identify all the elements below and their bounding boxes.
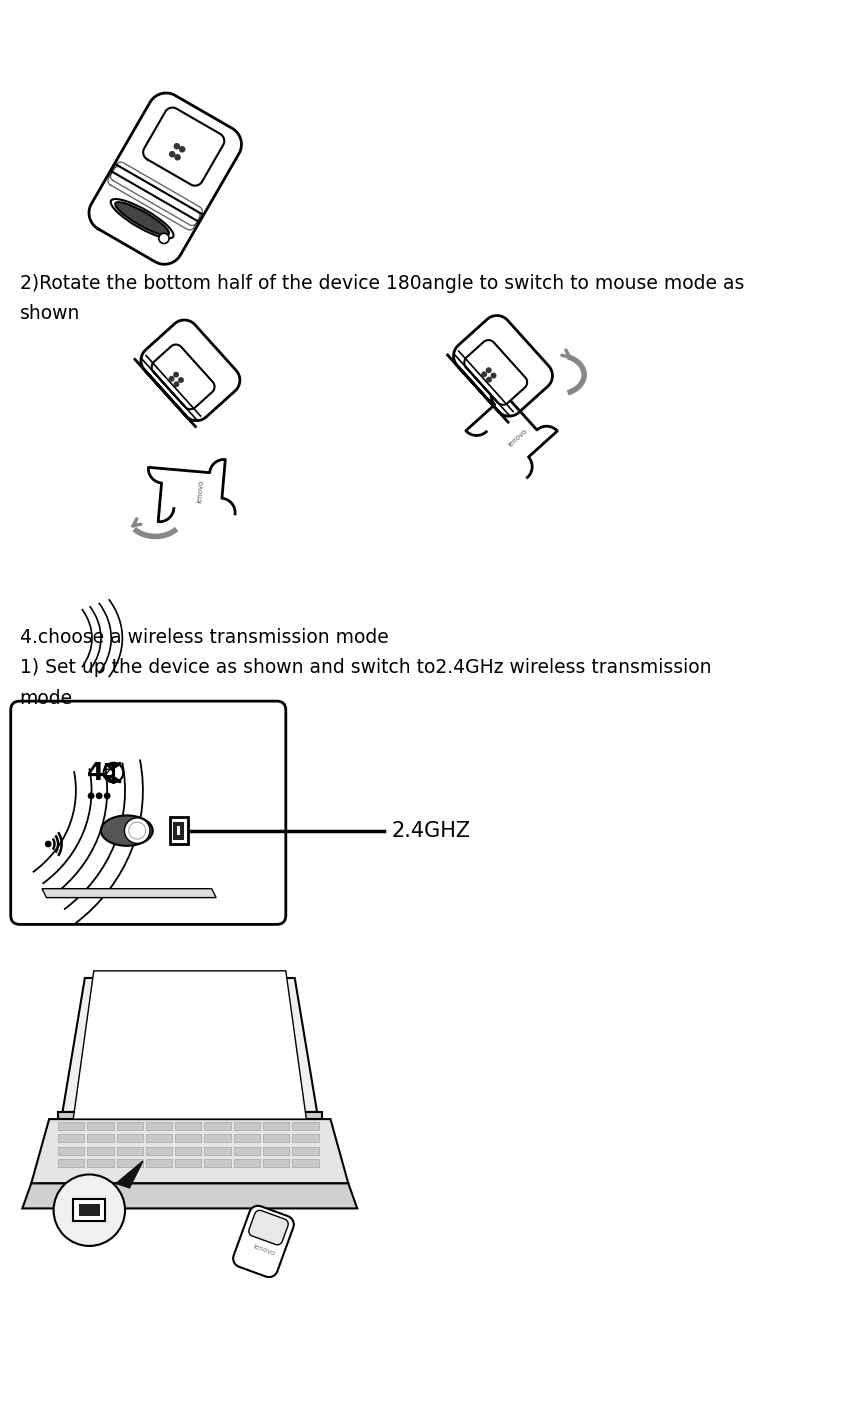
- Bar: [88, 1134, 114, 1142]
- Bar: [204, 1160, 231, 1167]
- FancyBboxPatch shape: [11, 701, 286, 925]
- Polygon shape: [62, 978, 317, 1113]
- Bar: [58, 1121, 84, 1130]
- Bar: [263, 1160, 289, 1167]
- Circle shape: [169, 152, 175, 156]
- Circle shape: [486, 378, 491, 382]
- Bar: [175, 1147, 201, 1155]
- Polygon shape: [148, 459, 235, 522]
- Polygon shape: [73, 971, 306, 1120]
- Polygon shape: [454, 315, 552, 416]
- Bar: [73, 1199, 105, 1221]
- Circle shape: [54, 1175, 125, 1246]
- Bar: [175, 1160, 201, 1167]
- Ellipse shape: [115, 202, 169, 236]
- Text: 2.4GHZ: 2.4GHZ: [391, 820, 470, 841]
- Bar: [204, 1147, 231, 1155]
- Text: 1) Set up the device as shown and switch to2.4GHz wireless transmission: 1) Set up the device as shown and switch…: [19, 658, 711, 678]
- Bar: [58, 1147, 84, 1155]
- Bar: [146, 1160, 172, 1167]
- Bar: [116, 1147, 143, 1155]
- Circle shape: [482, 372, 486, 377]
- Bar: [58, 1160, 84, 1167]
- Bar: [204, 1121, 231, 1130]
- Bar: [204, 1134, 231, 1142]
- Text: lenovo: lenovo: [252, 1243, 277, 1256]
- Text: B̸: B̸: [103, 762, 116, 782]
- Bar: [293, 1160, 319, 1167]
- Polygon shape: [31, 1120, 348, 1184]
- Bar: [177, 826, 180, 836]
- Circle shape: [175, 155, 180, 161]
- Circle shape: [179, 378, 183, 382]
- Bar: [234, 1134, 260, 1142]
- Bar: [146, 1121, 172, 1130]
- Circle shape: [486, 368, 491, 372]
- Circle shape: [96, 793, 102, 799]
- Bar: [174, 821, 184, 840]
- Circle shape: [175, 144, 180, 149]
- Circle shape: [158, 233, 169, 243]
- Bar: [293, 1121, 319, 1130]
- Polygon shape: [234, 1206, 293, 1277]
- Bar: [234, 1121, 260, 1130]
- Polygon shape: [89, 92, 241, 264]
- Bar: [146, 1147, 172, 1155]
- Bar: [175, 1121, 201, 1130]
- Polygon shape: [22, 1184, 357, 1208]
- Circle shape: [105, 793, 110, 799]
- Text: 4.: 4.: [87, 760, 113, 784]
- Bar: [116, 1134, 143, 1142]
- Polygon shape: [464, 340, 527, 405]
- Bar: [263, 1121, 289, 1130]
- Polygon shape: [116, 1161, 143, 1188]
- Bar: [234, 1160, 260, 1167]
- Circle shape: [89, 793, 94, 799]
- Bar: [88, 1121, 114, 1130]
- Bar: [293, 1147, 319, 1155]
- Polygon shape: [152, 344, 215, 409]
- Circle shape: [169, 377, 174, 381]
- Text: 2)Rotate the bottom half of the device 180angle to switch to mouse mode as: 2)Rotate the bottom half of the device 1…: [19, 274, 744, 293]
- Ellipse shape: [101, 816, 153, 845]
- Bar: [146, 1134, 172, 1142]
- Circle shape: [175, 382, 179, 387]
- Circle shape: [174, 372, 179, 377]
- Circle shape: [491, 374, 496, 378]
- Circle shape: [46, 841, 51, 847]
- Text: 4.choose a wireless transmission mode: 4.choose a wireless transmission mode: [19, 628, 389, 647]
- Text: shown: shown: [19, 304, 80, 323]
- Polygon shape: [466, 384, 557, 477]
- Text: lenovo: lenovo: [507, 428, 529, 448]
- Polygon shape: [143, 108, 224, 186]
- Text: mode: mode: [19, 689, 72, 708]
- Polygon shape: [58, 1113, 321, 1120]
- Bar: [58, 1134, 84, 1142]
- Bar: [169, 817, 187, 844]
- Bar: [116, 1160, 143, 1167]
- Bar: [175, 1134, 201, 1142]
- Polygon shape: [141, 320, 240, 421]
- Bar: [263, 1147, 289, 1155]
- Polygon shape: [249, 1211, 288, 1245]
- Bar: [88, 1147, 114, 1155]
- Bar: [293, 1134, 319, 1142]
- Bar: [78, 1204, 100, 1216]
- Bar: [234, 1147, 260, 1155]
- Bar: [88, 1160, 114, 1167]
- Bar: [263, 1134, 289, 1142]
- Polygon shape: [42, 888, 216, 898]
- Bar: [116, 1121, 143, 1130]
- Text: lenovo: lenovo: [196, 479, 205, 503]
- Circle shape: [180, 146, 185, 152]
- Circle shape: [125, 818, 150, 844]
